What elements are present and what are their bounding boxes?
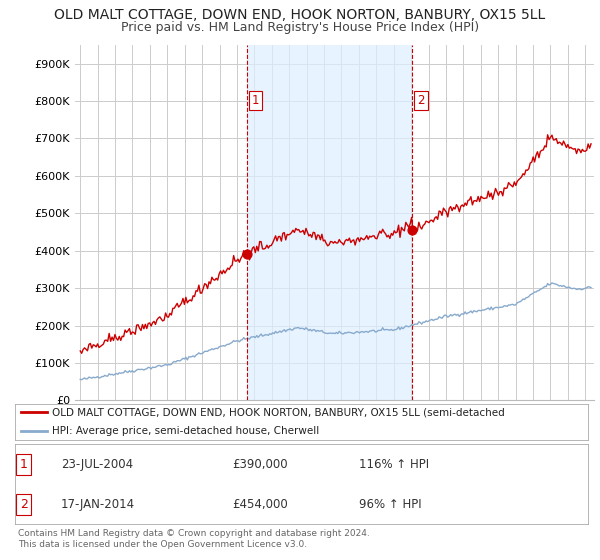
Text: 1: 1 [20, 458, 28, 471]
Text: £454,000: £454,000 [233, 498, 289, 511]
Text: HPI: Average price, semi-detached house, Cherwell: HPI: Average price, semi-detached house,… [52, 426, 319, 436]
Text: OLD MALT COTTAGE, DOWN END, HOOK NORTON, BANBURY, OX15 5LL (semi-detached: OLD MALT COTTAGE, DOWN END, HOOK NORTON,… [52, 407, 505, 417]
Text: 17-JAN-2014: 17-JAN-2014 [61, 498, 135, 511]
Point [242, 250, 251, 259]
Text: OLD MALT COTTAGE, DOWN END, HOOK NORTON, BANBURY, OX15 5LL: OLD MALT COTTAGE, DOWN END, HOOK NORTON,… [55, 8, 545, 22]
Text: 23-JUL-2004: 23-JUL-2004 [61, 458, 133, 471]
Point [407, 226, 417, 235]
Text: Price paid vs. HM Land Registry's House Price Index (HPI): Price paid vs. HM Land Registry's House … [121, 21, 479, 34]
Text: 2: 2 [20, 498, 28, 511]
Text: 1: 1 [252, 95, 259, 108]
Bar [247, 45, 412, 400]
Text: 116% ↑ HPI: 116% ↑ HPI [359, 458, 429, 471]
Text: £390,000: £390,000 [233, 458, 289, 471]
Text: 2: 2 [417, 95, 425, 108]
Text: 96% ↑ HPI: 96% ↑ HPI [359, 498, 421, 511]
Text: Contains HM Land Registry data © Crown copyright and database right 2024.
This d: Contains HM Land Registry data © Crown c… [18, 529, 370, 549]
